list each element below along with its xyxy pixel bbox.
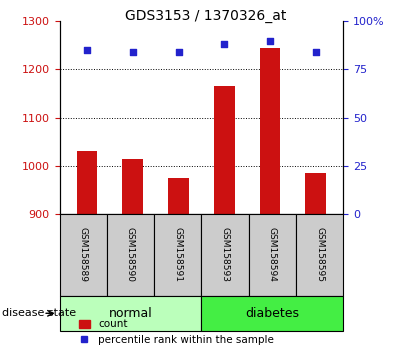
Bar <box>168 178 189 214</box>
Text: diabetes: diabetes <box>245 307 299 320</box>
Bar <box>305 173 326 214</box>
Bar <box>260 48 280 214</box>
Text: GSM158593: GSM158593 <box>221 227 229 282</box>
Text: GSM158594: GSM158594 <box>268 227 277 282</box>
Text: GSM158591: GSM158591 <box>173 227 182 282</box>
Point <box>221 41 228 47</box>
Text: disease state: disease state <box>2 308 76 318</box>
Text: GDS3153 / 1370326_at: GDS3153 / 1370326_at <box>125 9 286 23</box>
Bar <box>122 159 143 214</box>
Point <box>267 38 273 43</box>
Point <box>84 47 90 53</box>
Text: GSM158595: GSM158595 <box>315 227 324 282</box>
Point <box>129 49 136 55</box>
Text: GSM158590: GSM158590 <box>126 227 135 282</box>
Point <box>175 49 182 55</box>
Text: GSM158589: GSM158589 <box>79 227 88 282</box>
Text: normal: normal <box>109 307 152 320</box>
Bar <box>214 86 235 214</box>
Legend: count, percentile rank within the sample: count, percentile rank within the sample <box>75 315 278 349</box>
Bar <box>77 152 97 214</box>
Point <box>312 49 319 55</box>
